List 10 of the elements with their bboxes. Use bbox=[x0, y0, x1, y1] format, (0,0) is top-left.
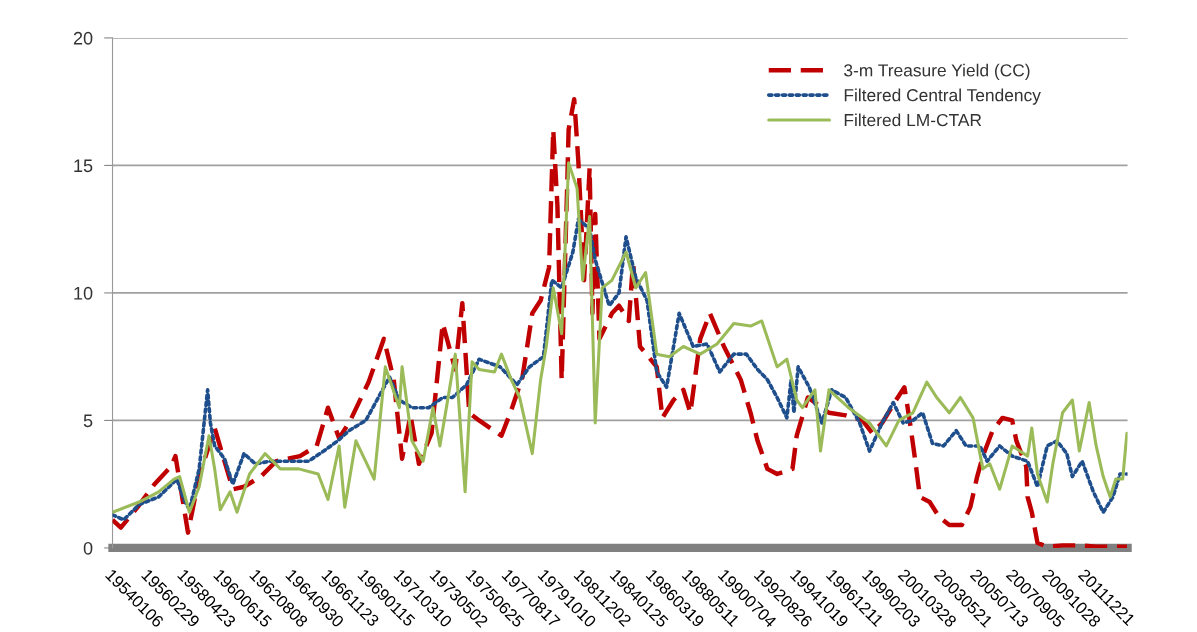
line-series bbox=[112, 161, 1128, 514]
y-tick-label: 0 bbox=[83, 541, 93, 555]
y-tick-label: 15 bbox=[74, 159, 93, 173]
y-tick-label: 10 bbox=[74, 286, 93, 300]
legend-label: Filtered LM-CTAR bbox=[844, 113, 982, 127]
legend-label: Filtered Central Tendency bbox=[844, 88, 1041, 105]
y-tick-label: 5 bbox=[83, 414, 93, 428]
y-tick-label: 20 bbox=[73, 31, 93, 45]
line-series bbox=[112, 217, 1128, 522]
legend-label: 3-m Treasure Yield (CC) bbox=[844, 63, 1030, 80]
